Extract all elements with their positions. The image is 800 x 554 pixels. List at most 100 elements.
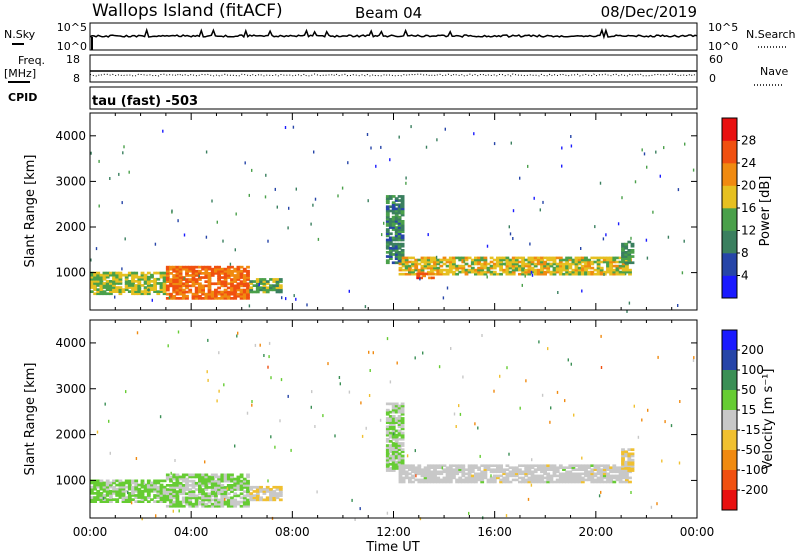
echo-cell — [115, 277, 120, 281]
echo-cell — [543, 272, 547, 276]
noise-point — [664, 420, 666, 424]
echo-cell — [272, 278, 277, 281]
echo-cell — [249, 282, 254, 285]
nave-tick-bottom: 0 — [709, 72, 716, 85]
echo-cell — [134, 487, 139, 491]
echo-cell — [609, 466, 613, 469]
echo-cell — [420, 266, 425, 270]
echo-cell — [625, 478, 629, 482]
echo-cell — [511, 468, 516, 471]
noise-point — [207, 338, 209, 342]
echo-cell — [630, 244, 635, 248]
echo-cell — [408, 468, 412, 471]
echo-cell — [470, 258, 475, 262]
echo-cell — [480, 476, 485, 480]
colorbar-swatch — [722, 430, 737, 451]
echo-cell — [265, 282, 270, 285]
echo-cell — [577, 464, 582, 467]
echo-cell — [172, 269, 177, 273]
echo-cell — [580, 464, 585, 467]
echo-cell — [118, 275, 123, 279]
echo-cell — [508, 270, 513, 274]
echo-cell — [496, 470, 500, 474]
echo-cell — [217, 292, 221, 296]
echo-cell — [606, 466, 610, 469]
echo-cell — [596, 264, 601, 268]
echo-cell — [385, 433, 390, 437]
echo-cell — [233, 292, 238, 296]
echo-cell — [181, 486, 186, 489]
colorbar-tick-label: 20 — [741, 179, 756, 193]
echo-cell — [233, 276, 238, 279]
noise-point — [647, 408, 649, 412]
echo-cell — [134, 485, 139, 489]
echo-cell — [612, 268, 617, 272]
noise-point — [205, 235, 208, 239]
echo-cell — [621, 242, 625, 246]
echo-cell — [385, 456, 390, 460]
echo-cell — [420, 472, 425, 476]
echo-cell — [175, 280, 180, 283]
echo-cell — [172, 282, 177, 286]
noise-point — [519, 176, 521, 180]
echo-cell — [188, 267, 193, 271]
echo-cell — [220, 484, 225, 487]
echo-cell — [188, 484, 193, 487]
echo-cell — [411, 268, 415, 272]
echo-cell — [540, 258, 544, 262]
echo-cell — [246, 284, 250, 288]
echo-cell — [185, 284, 189, 288]
echo-cell — [394, 460, 399, 464]
echo-cell — [574, 272, 579, 276]
echo-cell — [275, 278, 280, 281]
echo-cell — [499, 258, 503, 262]
echo-cell — [474, 478, 478, 482]
echo-cell — [630, 454, 635, 458]
noise-point — [287, 226, 289, 230]
echo-cell — [568, 466, 573, 469]
echo-cell — [474, 474, 478, 478]
echo-cell — [185, 274, 189, 277]
echo-cell — [391, 437, 396, 441]
echo-cell — [587, 466, 591, 469]
echo-cell — [558, 266, 563, 270]
echo-cell — [574, 468, 579, 471]
noise-point — [104, 402, 106, 406]
noise-point — [287, 394, 289, 398]
echo-cell — [175, 494, 180, 498]
echo-cell — [118, 487, 123, 491]
noise-point — [630, 491, 632, 494]
echo-cell — [96, 282, 101, 285]
colorbar-swatch — [722, 140, 737, 164]
echo-cell — [474, 262, 478, 266]
noise-point — [310, 222, 312, 226]
echo-cell — [165, 484, 170, 487]
echo-cell — [153, 494, 157, 497]
noise-point — [118, 172, 120, 176]
echo-cell — [188, 496, 193, 500]
noise-point — [121, 267, 123, 271]
echo-cell — [90, 275, 94, 279]
echo-cell — [223, 269, 228, 273]
echo-cell — [536, 268, 541, 272]
echo-cell — [549, 468, 554, 471]
echo-cell — [242, 500, 247, 504]
echo-cell — [464, 268, 469, 272]
echo-cell — [394, 209, 399, 213]
echo-cell — [552, 474, 557, 478]
echo-cell — [480, 268, 485, 272]
echo-cell — [580, 260, 585, 264]
echo-cell — [511, 478, 516, 482]
noise-point — [276, 205, 278, 209]
echo-cell — [609, 478, 613, 482]
echo-cell — [524, 268, 529, 272]
echo-cell — [420, 468, 425, 471]
echo-cell — [226, 502, 231, 506]
echo-cell — [93, 498, 97, 501]
echo-cell — [214, 484, 218, 487]
noise-point — [652, 210, 654, 214]
echo-cell — [499, 268, 503, 272]
echo-cell — [400, 442, 405, 445]
echo-cell — [458, 256, 463, 260]
